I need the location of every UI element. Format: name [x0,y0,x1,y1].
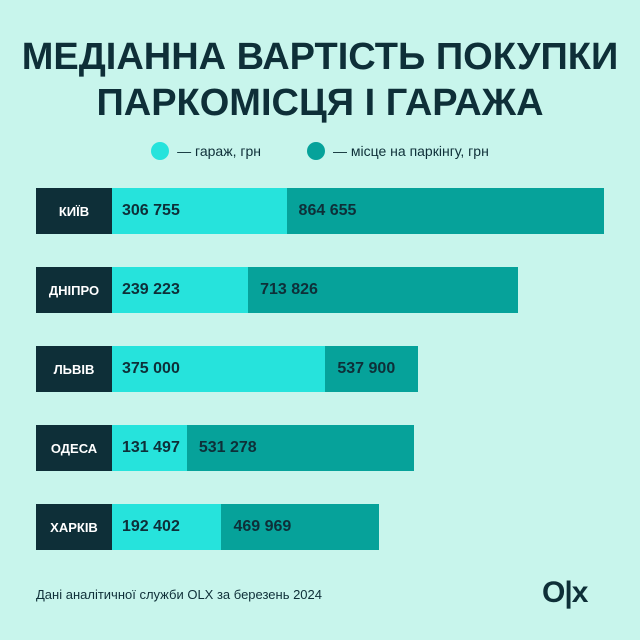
bar-row: ЛЬВІВ 375 000 537 900 [36,346,604,392]
bar-row: ОДЕСА 131 497 531 278 [36,425,604,471]
value-label-parking: 537 900 [337,360,396,377]
value-label-garage: 192 402 [122,518,180,535]
city-label: ХАРКІВ [36,504,112,550]
value-label-parking: 531 278 [198,439,257,456]
bar-track: 306 755 864 655 [112,188,604,234]
legend-label-garage: — гараж, грн [177,143,261,159]
bar-row: КИЇВ 306 755 864 655 [36,188,604,234]
bar-row: ХАРКІВ 192 402 469 969 [36,504,604,550]
title-line-1: МЕДІАННА ВАРТІСТЬ ПОКУПКИ [21,36,619,78]
legend-label-parking: — місце на паркінгу, грн [333,143,489,159]
legend: — гараж, грн — місце на паркінгу, грн [0,142,640,160]
bar-track: 375 000 537 900 [112,346,604,392]
legend-swatch-parking [307,142,325,160]
legend-item-garage: — гараж, грн [151,142,261,160]
bar-garage [112,504,222,550]
chart-title: МЕДІАННА ВАРТІСТЬ ПОКУПКИ ПАРКОМІСЦЯ І Г… [0,34,640,126]
bar-garage [112,267,249,313]
value-label-garage: 131 497 [122,439,180,456]
bar-garage [112,346,326,392]
legend-item-parking: — місце на паркінгу, грн [307,142,489,160]
title-line-2: ПАРКОМІСЦЯ І ГАРАЖА [96,82,544,124]
city-label: ДНІПРО [36,267,112,313]
olx-logo: O|x [542,576,588,609]
city-label: ОДЕСА [36,425,112,471]
bar-track: 131 497 531 278 [112,425,604,471]
value-label-parking: 713 826 [260,281,318,298]
value-label-parking: 469 969 [233,518,292,535]
city-label: ЛЬВІВ [36,346,112,392]
value-label-garage: 239 223 [122,281,180,298]
bar-track: 239 223 713 826 [112,267,604,313]
footer-source: Дані аналітичної служби OLX за березень … [36,587,322,602]
value-label-parking: 864 655 [298,202,357,219]
city-label: КИЇВ [36,188,112,234]
bar-row: ДНІПРО 239 223 713 826 [36,267,604,313]
bar-track: 192 402 469 969 [112,504,604,550]
bar-garage [112,188,287,234]
value-label-garage: 375 000 [122,360,180,377]
legend-swatch-garage [151,142,170,160]
value-label-garage: 306 755 [122,202,180,219]
bar-garage [112,425,187,471]
